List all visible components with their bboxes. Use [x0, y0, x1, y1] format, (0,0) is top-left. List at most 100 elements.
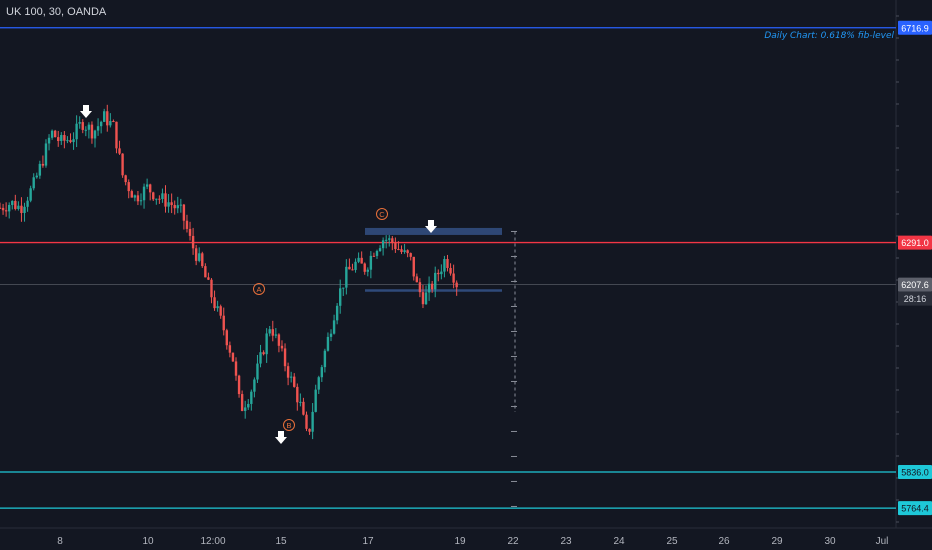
level-label-3: 5836.0: [901, 468, 929, 478]
candle-body: [29, 188, 32, 201]
candle-body: [403, 250, 406, 253]
candle-body: [372, 255, 376, 257]
time-tick-label: 15: [275, 536, 287, 547]
candle-body: [161, 193, 164, 200]
candle-body: [357, 257, 360, 262]
candle-body: [121, 153, 124, 176]
candle-body: [437, 272, 440, 275]
candle-body: [342, 287, 345, 289]
candle-body: [418, 282, 422, 293]
candle-body: [299, 401, 302, 403]
candle-body: [293, 376, 296, 387]
down-arrow-icon: [275, 437, 287, 444]
candle-body: [375, 250, 379, 256]
candle-body: [348, 266, 351, 270]
candle-body: [198, 253, 201, 261]
candle-body: [289, 376, 293, 378]
candle-body: [243, 407, 247, 411]
candle-body: [44, 143, 48, 166]
candle-body: [57, 137, 60, 142]
candle-body: [216, 306, 219, 309]
candle-body: [317, 377, 320, 390]
candle-body: [366, 269, 369, 272]
candle-body: [274, 334, 278, 336]
candle-body: [60, 135, 63, 142]
candle-body: [455, 282, 458, 288]
candle-body: [415, 276, 419, 283]
candle-body: [265, 333, 268, 355]
resistance-zone[interactable]: [365, 227, 502, 235]
candle-body: [20, 205, 23, 213]
time-tick-label: 17: [362, 536, 374, 547]
wave-label-a: A: [256, 285, 261, 294]
candle-body: [409, 253, 412, 257]
down-arrow-icon-shaft: [428, 220, 434, 227]
candle-body: [167, 202, 170, 207]
candle-body: [384, 239, 388, 241]
candle-body: [7, 204, 11, 212]
level-badge-1: [898, 235, 932, 250]
candle-body: [185, 220, 189, 229]
candle-body: [148, 184, 152, 193]
candle-body: [397, 249, 400, 251]
candle-body: [63, 135, 66, 141]
candle-body: [430, 283, 434, 290]
candle-body: [268, 329, 271, 334]
candle-body: [250, 391, 253, 404]
candle-body: [142, 186, 146, 201]
wave-label-c: C: [379, 210, 385, 219]
candle-body: [369, 255, 373, 270]
candle-body: [354, 261, 357, 270]
candle-body: [443, 259, 446, 272]
candle-body: [191, 235, 195, 249]
candle-body: [1, 207, 5, 211]
candle-body: [41, 163, 45, 166]
wave-label-b: B: [286, 421, 291, 430]
candle-body: [81, 122, 84, 130]
candle-body: [23, 206, 26, 213]
candle-body: [139, 200, 143, 202]
candle-body: [305, 414, 308, 429]
time-tick-label: 22: [507, 536, 519, 547]
candle-body: [4, 210, 8, 212]
candle-body: [38, 163, 42, 176]
candle-body: [421, 292, 425, 305]
level-label-4: 5764.4: [901, 504, 929, 514]
candle-body: [424, 292, 428, 305]
candle-body: [225, 330, 229, 346]
price-axis[interactable]: [896, 0, 932, 550]
candle-body: [35, 175, 38, 178]
candle-body: [207, 277, 210, 280]
countdown-badge: [898, 291, 932, 306]
candle-body: [332, 320, 336, 334]
candle-body: [204, 266, 207, 278]
level-label-2: 6207.6: [901, 280, 929, 290]
time-tick-label: 25: [666, 536, 678, 547]
candle-body: [164, 193, 167, 207]
candle-body: [176, 205, 179, 209]
candle-body: [222, 315, 225, 331]
candle-body: [345, 266, 348, 288]
candle-body: [47, 137, 51, 144]
candle-body: [0, 207, 2, 209]
time-tick-label: 10: [142, 536, 154, 547]
candle-body: [262, 352, 265, 355]
candle-body: [72, 139, 75, 143]
time-tick-label: 30: [824, 536, 836, 547]
candle-body: [394, 243, 397, 250]
candle-body: [188, 228, 192, 236]
candle-body: [378, 248, 382, 251]
level-badge-0: [898, 20, 932, 35]
candle-body: [93, 130, 97, 139]
candle-body: [406, 250, 409, 254]
candle-body: [87, 124, 91, 130]
candle-body: [283, 348, 287, 367]
countdown-label: 28:16: [904, 294, 927, 304]
candle-body: [90, 124, 94, 139]
candle-body: [136, 195, 140, 202]
candle-body: [360, 257, 363, 264]
candle-body: [99, 121, 103, 127]
candle-body: [182, 204, 186, 221]
candle-body: [84, 129, 88, 131]
